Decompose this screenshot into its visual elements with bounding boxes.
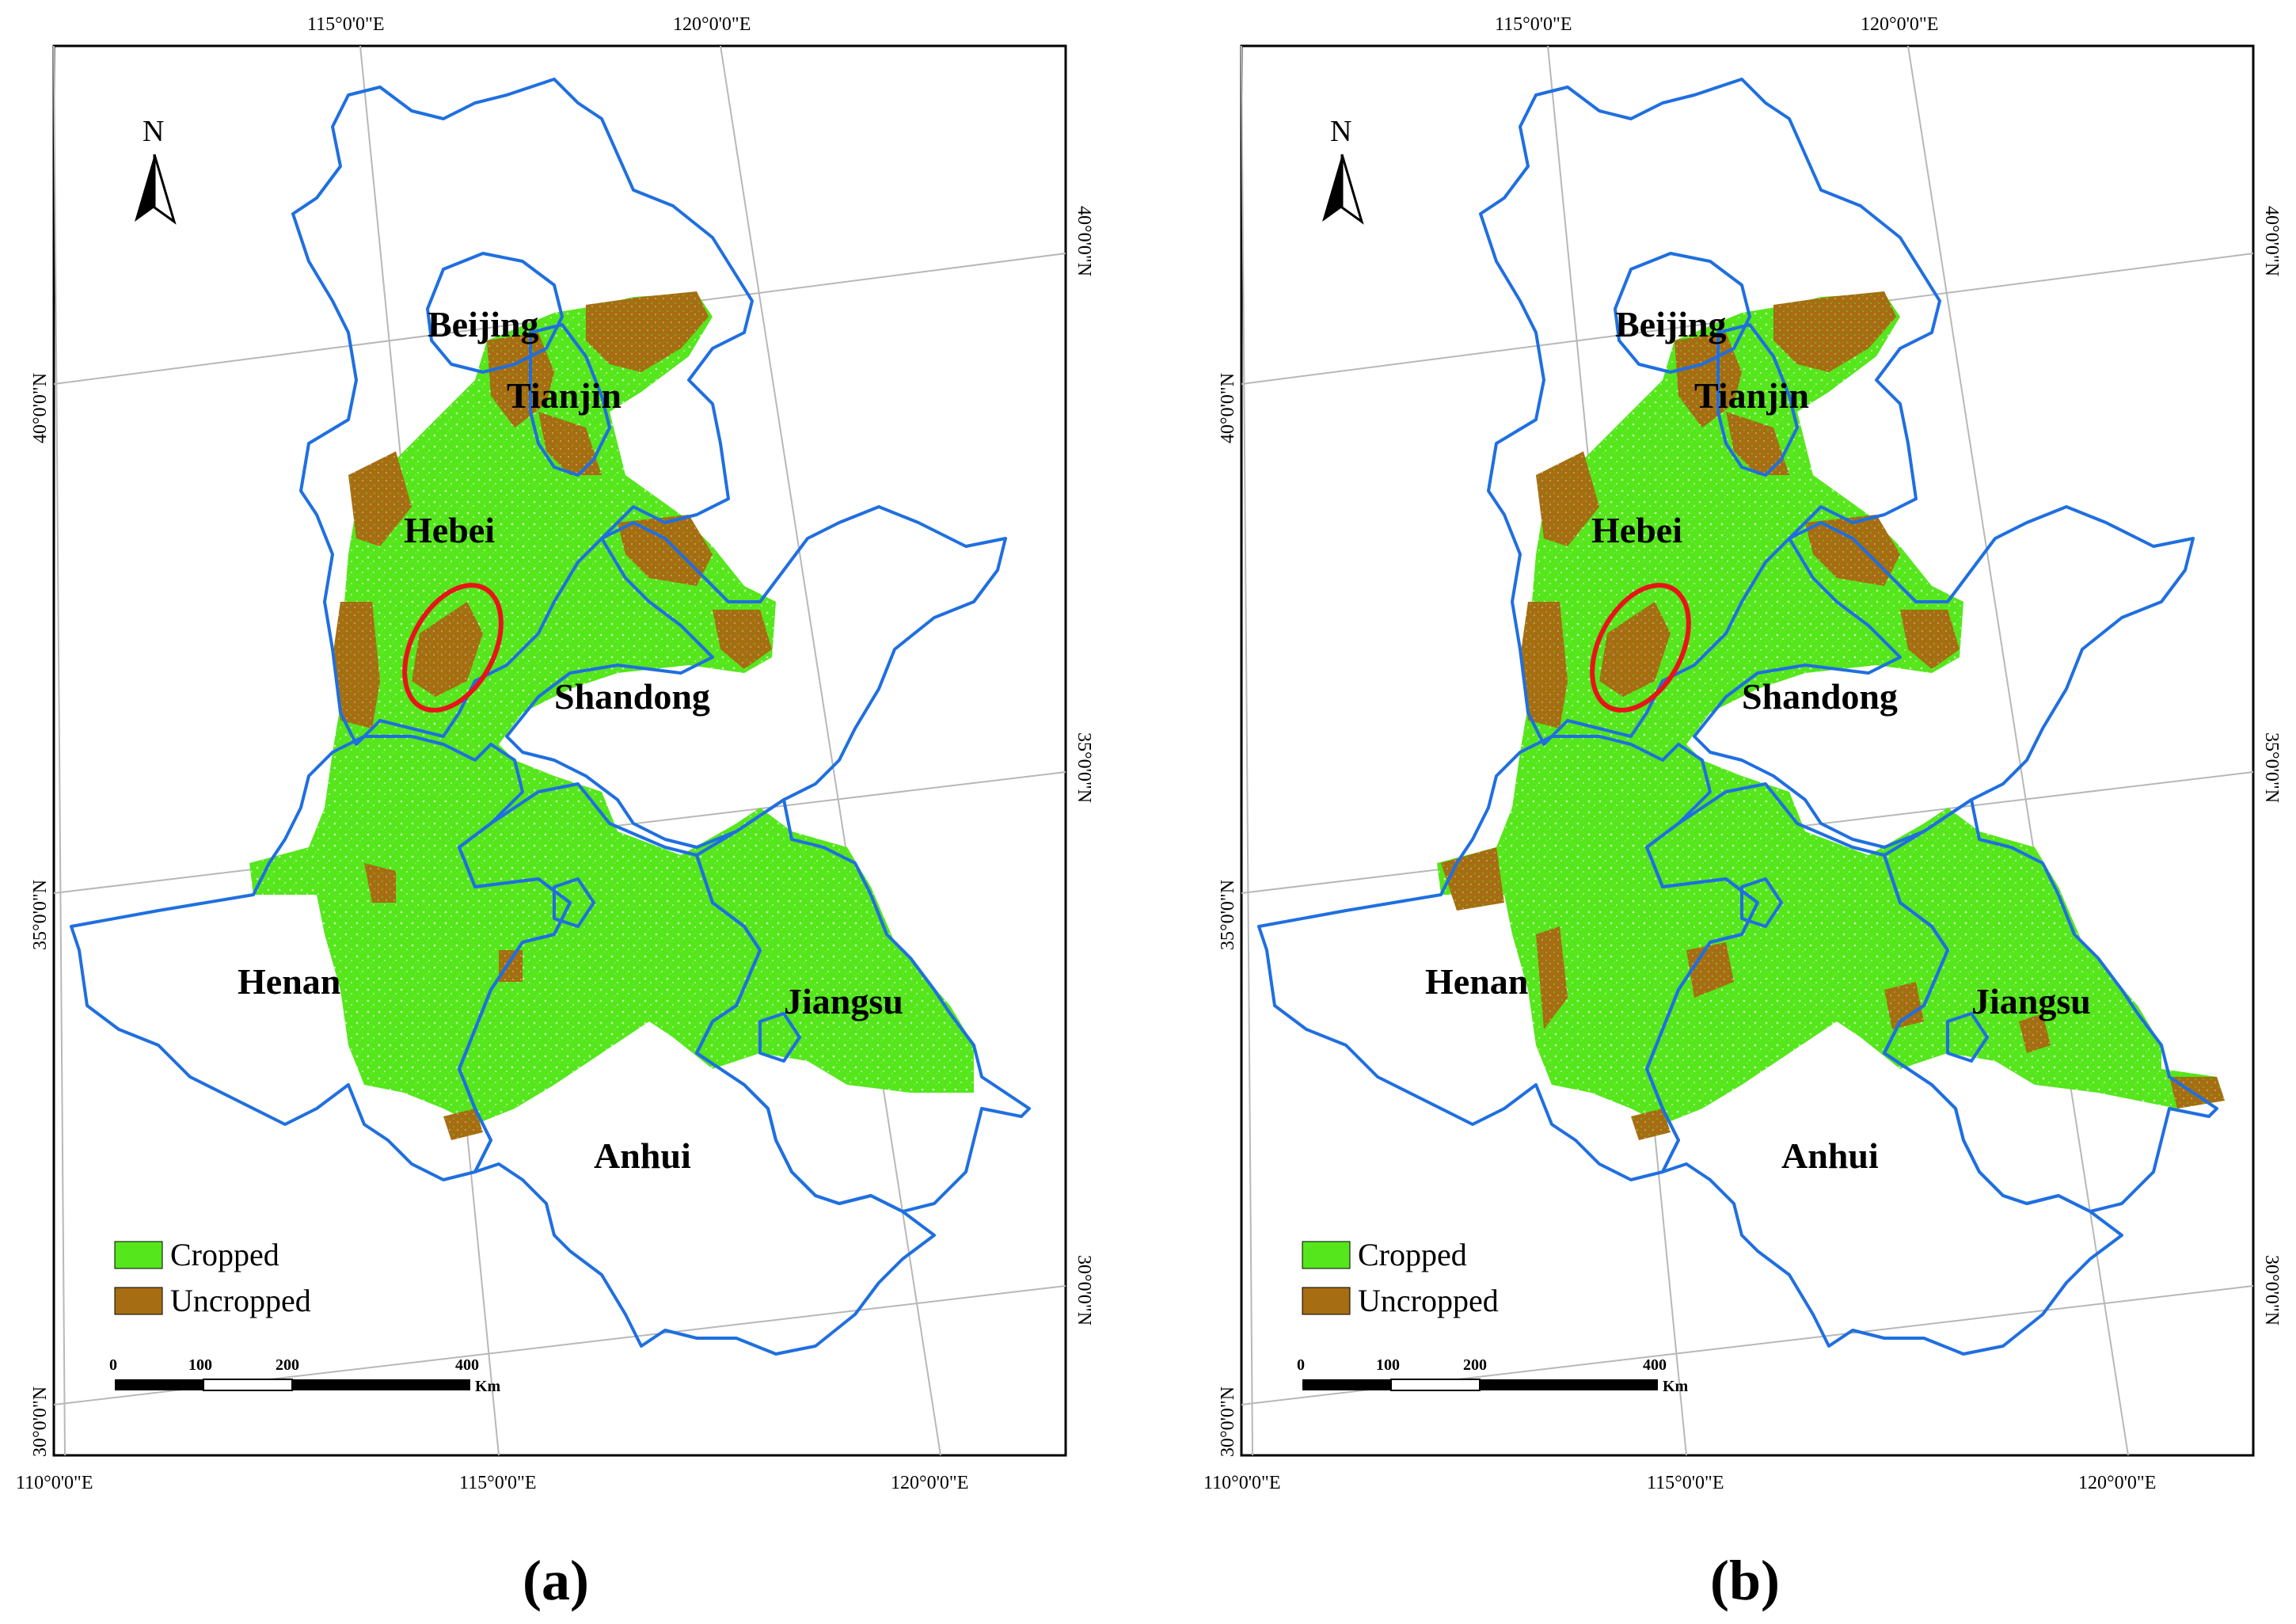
uncropped-areas [333,291,772,1140]
tianjin-boundary [529,323,611,477]
bottom-lon-tick-115: 115°0'0"E [1647,1473,1724,1493]
north-arrow-label: N [1330,115,1351,148]
north-arrow-label: N [143,115,164,148]
highlight-ellipse [1590,583,1691,713]
bottom-lon-tick-120: 120°0'0"E [891,1473,968,1493]
bottom-lon-tick-110: 110°0'0"E [1203,1473,1281,1493]
province-boundaries [1257,78,2218,1356]
scale-label-0: 0 [1297,1356,1305,1374]
scale-label-100: 100 [1376,1356,1400,1374]
scale-unit: Km [475,1378,501,1395]
right-lat-tick-35: 35°0'0"N [1074,732,1094,803]
left-lat-tick-35: 35°0'0"N [30,880,51,950]
cropped-area [1437,293,2225,1124]
top-lon-tick-115: 115°0'0"E [307,14,385,35]
top-lon-tick-120: 120°0'0"E [673,14,751,35]
left-lat-tick-30: 30°0'0"N [30,1386,51,1457]
tianjin-boundary [1716,323,1799,477]
right-lat-tick-30: 30°0'0"N [1074,1255,1094,1325]
province-label-jiangsu: Jiangsu [784,981,903,1021]
cropped-area [249,293,974,1124]
graticule [53,45,1066,1456]
scale-label-200: 200 [276,1356,299,1374]
left-lat-tick-40: 40°0'0"N [1218,373,1238,443]
scale-label-100: 100 [188,1356,212,1374]
province-label-shandong: Shandong [554,676,710,717]
province-label-hebei: Hebei [1591,510,1682,550]
jiangsu-boundary [695,798,1031,1213]
province-label-tianjin: Tianjin [507,375,622,416]
left-lat-tick-30: 30°0'0"N [1218,1386,1238,1457]
panel-label-a: (a) [523,1549,589,1612]
legend-label-uncropped: Uncropped [1358,1283,1499,1318]
henan-boundary [70,735,572,1181]
map-frame [52,44,1067,1457]
north-arrow-icon [135,154,154,222]
province-labels: Beijing Tianjin Hebei Shandong Henan Jia… [1425,304,2091,1176]
legend: Cropped Uncropped [114,1237,311,1318]
scale-label-400: 400 [1643,1356,1667,1374]
bottom-lon-tick-115: 115°0'0"E [459,1473,537,1493]
hebei-boundary [1479,78,1941,746]
legend-swatch-uncropped [1302,1287,1351,1315]
shandong-boundary [1693,505,2195,849]
jiangsu-boundary [1883,798,2218,1213]
map-frame [1240,44,2255,1457]
province-label-henan: Henan [238,961,340,1002]
province-label-anhui: Anhui [594,1135,691,1176]
panel-label-b: (b) [1710,1549,1780,1612]
tick-labels: 115°0'0"E 120°0'0"E 110°0'0"E 115°0'0"E … [16,14,1094,1493]
north-arrow: N [135,115,177,225]
henan-boundary [1257,735,1759,1181]
scale-bar: 0 100 200 400 Km [1297,1356,1689,1395]
map-panel-a: Beijing Tianjin Hebei Shandong Henan Jia… [16,14,1094,1493]
scale-label-200: 200 [1463,1356,1487,1374]
north-arrow-icon [1322,154,1342,222]
province-label-tianjin: Tianjin [1694,375,1809,416]
province-boundaries [70,78,1031,1356]
legend-swatch-cropped [114,1241,163,1269]
hebei-boundary [291,78,754,746]
shandong-boundary [505,505,1007,849]
province-label-hebei: Hebei [404,510,495,550]
left-lat-tick-35: 35°0'0"N [1218,880,1238,950]
legend-label-cropped: Cropped [170,1237,279,1272]
legend-label-cropped: Cropped [1358,1237,1467,1272]
scale-label-0: 0 [109,1356,117,1374]
top-lon-tick-115: 115°0'0"E [1495,14,1572,35]
province-label-jiangsu: Jiangsu [1971,981,2091,1021]
legend: Cropped Uncropped [1302,1237,1499,1318]
scale-bar: 0 100 200 400 Km [109,1356,501,1395]
bottom-lon-tick-110: 110°0'0"E [16,1473,93,1493]
province-label-anhui: Anhui [1781,1135,1879,1176]
right-lat-tick-40: 40°0'0"N [2261,206,2282,276]
legend-label-uncropped: Uncropped [170,1283,311,1318]
right-lat-tick-30: 30°0'0"N [2261,1255,2282,1325]
province-label-shandong: Shandong [1742,676,1898,717]
scale-label-400: 400 [455,1356,479,1374]
tick-labels: 115°0'0"E 120°0'0"E 110°0'0"E 115°0'0"E … [1203,14,2282,1493]
left-lat-tick-40: 40°0'0"N [30,373,51,443]
highlight-ellipse [402,583,504,713]
map-panel-b: Beijing Tianjin Hebei Shandong Henan Jia… [1203,14,2282,1493]
top-lon-tick-120: 120°0'0"E [1861,14,1938,35]
province-label-henan: Henan [1425,961,1528,1002]
scale-unit: Km [1663,1378,1689,1395]
right-lat-tick-40: 40°0'0"N [1074,206,1094,276]
legend-swatch-uncropped [114,1287,163,1315]
province-labels: Beijing Tianjin Hebei Shandong Henan Jia… [238,304,903,1176]
north-arrow: N [1322,115,1364,225]
province-label-beijing: Beijing [428,304,539,344]
bottom-lon-tick-120: 120°0'0"E [2078,1473,2156,1493]
right-lat-tick-35: 35°0'0"N [2261,732,2282,803]
legend-swatch-cropped [1302,1241,1351,1269]
province-label-beijing: Beijing [1615,304,1727,344]
